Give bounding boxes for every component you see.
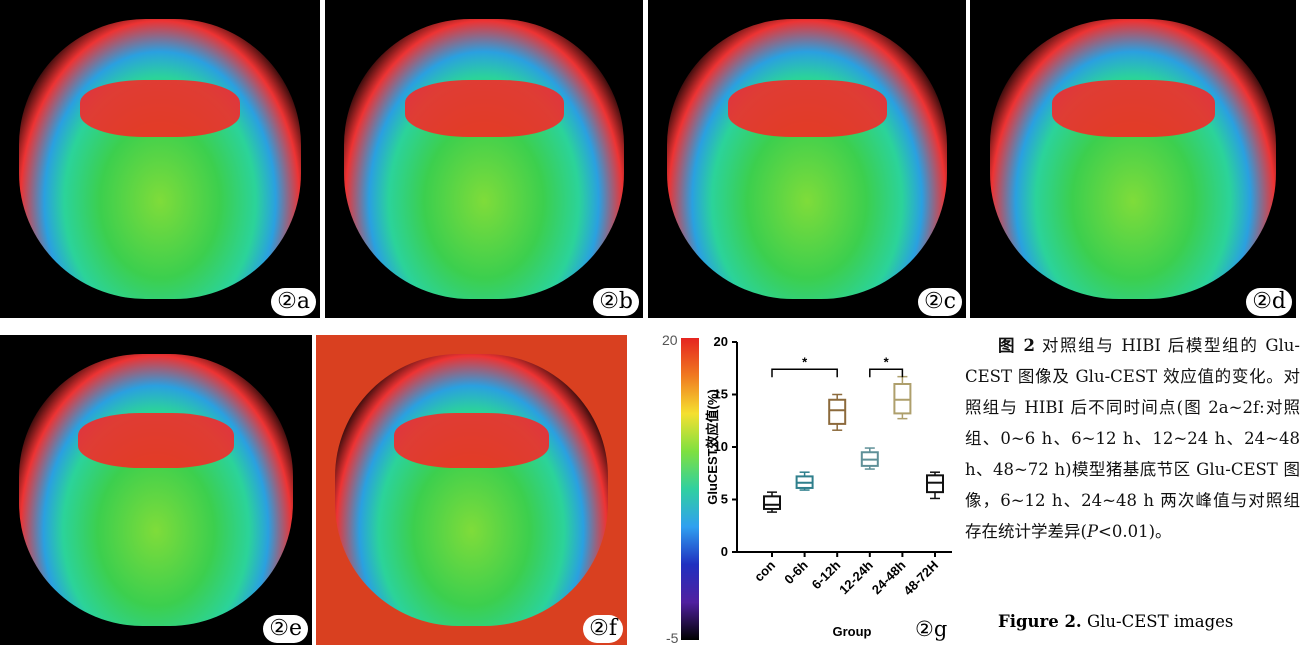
panel-label: ②b	[593, 288, 639, 316]
image-panel: ②c	[648, 0, 966, 318]
panel-label: ②c	[918, 288, 962, 316]
y-tick-label: 0	[721, 544, 728, 559]
caption-text: <0.01)。	[1098, 522, 1172, 541]
colorbar-min: -5	[666, 630, 678, 646]
caption-label: Figure 2.	[998, 612, 1082, 631]
caption-text: 对照组与 HIBI 后模型组的 Glu-CEST 图像及 Glu-CEST 效应…	[965, 336, 1300, 541]
panel-label: ②e	[263, 615, 308, 643]
colorbar	[681, 338, 699, 640]
image-panel: ②e	[0, 335, 312, 645]
x-tick-label: 48-72H	[900, 558, 941, 599]
caption-text: P	[1087, 522, 1098, 541]
y-axis-label: GluCEST效应值(%)	[705, 389, 720, 505]
panel-label: ②d	[1246, 288, 1292, 316]
caption-label: 图 2	[998, 336, 1035, 355]
image-panel: ②d	[970, 0, 1296, 318]
y-tick-label: 20	[714, 334, 728, 349]
image-panel: ②b	[325, 0, 643, 318]
box	[894, 384, 910, 413]
x-tick-label: 0-6h	[781, 557, 811, 587]
image-panel: ②a	[0, 0, 320, 318]
page: ②a ②b ②c ②d ②e ②f 20 -5 05101520GluCEST效…	[0, 0, 1300, 647]
significance-bracket	[772, 369, 837, 377]
x-tick-label: 24-48h	[869, 557, 909, 597]
significance-label: *	[802, 354, 808, 369]
x-tick-label: 12-24h	[836, 557, 876, 597]
y-tick-label: 5	[721, 492, 728, 507]
box	[764, 496, 780, 509]
x-tick-label: con	[751, 557, 778, 584]
caption-en: Figure 2. Glu-CEST images	[965, 606, 1300, 637]
caption: 图 2 对照组与 HIBI 后模型组的 Glu-CEST 图像及 Glu-CES…	[965, 330, 1300, 547]
colorbar-max: 20	[662, 332, 678, 348]
panel-label: ②g	[915, 617, 947, 641]
panel-label: ②f	[583, 615, 623, 643]
panel-label: ②a	[271, 288, 316, 316]
image-panel: ②f	[316, 335, 627, 645]
box	[829, 400, 845, 424]
caption-text: Glu-CEST images	[1087, 612, 1233, 631]
x-axis-label: Group	[833, 624, 872, 639]
box	[927, 475, 943, 492]
significance-label: *	[884, 354, 890, 369]
